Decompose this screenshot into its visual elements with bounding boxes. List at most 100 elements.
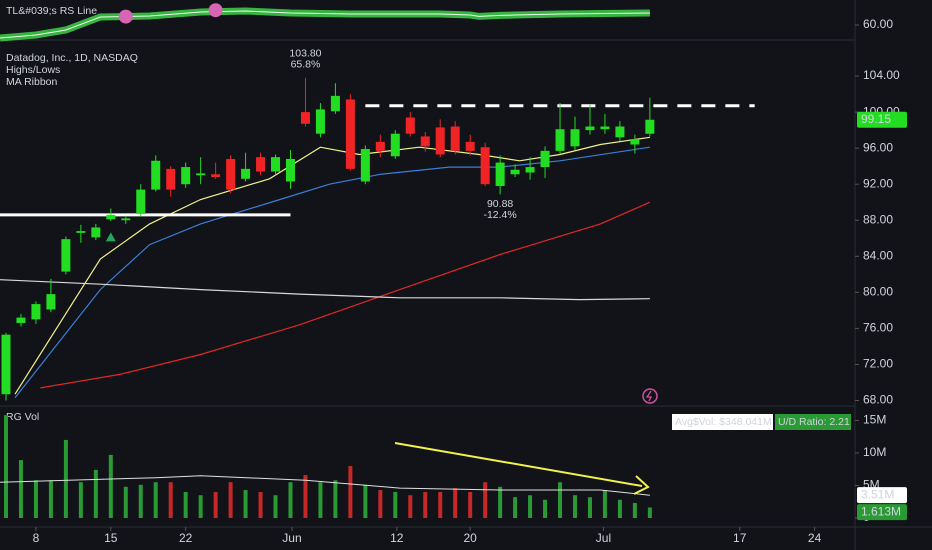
volume-bar [468,491,473,518]
volume-bar [647,507,652,518]
volume-bar [48,480,53,518]
volume-bar [3,415,8,518]
info-text: Avg$Vol: $348.041M [675,416,772,428]
volume-bar [273,495,278,518]
x-tick-label: 8 [33,531,40,545]
volume-bar [108,454,113,518]
last-price-label: 99.15 [861,112,891,126]
candle-body [46,294,56,310]
candle-body [435,127,445,155]
volume-bar [33,480,38,518]
volume-bar [93,469,98,518]
price-annotation: 90.88 [487,198,513,210]
rs-high-marker [208,3,223,18]
info-box [672,414,773,430]
volume-bar [198,495,203,518]
candle-body [480,147,490,185]
volume-bar [483,482,488,518]
x-tick-label: Jun [282,531,301,545]
volume-bar [153,482,158,518]
x-tick-label: 24 [808,531,822,545]
volume-bar [348,465,353,518]
volume-bar [423,491,428,518]
volume-bar [183,491,188,518]
moving-average [0,279,650,301]
volume-bar [438,491,443,518]
candle-body [600,126,610,130]
volume-bar [63,439,68,518]
trend-arrow [394,442,643,487]
candle-body [615,126,625,138]
volume-bar [168,482,173,518]
volume-bar [363,484,368,518]
volume-bar [318,482,323,518]
y-tick-label: 76.00 [863,321,893,335]
candle-body [136,189,146,214]
candle-body [585,126,595,131]
candle-body [1,334,11,395]
candle-body [375,141,385,151]
info-text: U/D Ratio: 2.21 [778,416,850,428]
volume-bar [303,475,308,518]
x-tick-label: 22 [179,531,193,545]
signal-marker [105,232,116,242]
volume-bar [528,495,533,518]
y-tick-label: 10M [863,445,886,459]
candle-body [106,214,116,220]
volume-bar [453,488,458,518]
candle-body [465,141,475,151]
volume-bar [602,490,607,518]
volume-bar [378,490,383,518]
change-annotation: 65.8% [291,59,321,71]
volume-label: 1.613M [861,504,901,518]
volume-bar [78,482,83,518]
candle-body [405,117,415,134]
trend-arrow-head [633,475,650,495]
rs-line [0,10,650,39]
candle-body [420,136,430,147]
volume-bar [617,499,622,518]
volume-bar [498,486,503,518]
moving-average [14,136,650,395]
volume-bar [408,495,413,518]
candle-body [345,99,355,169]
last-price-label-box [857,111,907,128]
volume-bar [513,497,518,518]
candle-body [196,173,206,176]
candle-body [211,174,221,177]
candle-body [570,129,580,147]
pane-title: RG Vol [6,411,39,423]
candle-body [645,119,655,134]
rs-high-marker [118,9,133,24]
moving-average [40,201,651,389]
event-icon[interactable] [642,388,658,404]
price-annotation: 103.80 [289,48,321,60]
candle-body [510,169,520,175]
volume-bar [393,491,398,518]
volume-bar [213,491,218,518]
volume-bar [558,482,563,518]
candle-body [630,139,640,145]
y-tick-label: 96.00 [863,140,893,154]
candle-body [390,133,400,157]
pane-title: TL&#039;s RS Line [6,5,97,17]
candle-body [31,304,41,320]
candle-body [91,227,101,238]
volume-bar [243,490,248,518]
y-tick-label: 88.00 [863,212,893,226]
candle-body [495,162,505,186]
candle-body [121,218,131,221]
average-volume-label: 3.51M [861,487,894,501]
candle-body [360,149,370,182]
x-tick-label: 15 [104,531,118,545]
volume-bar [572,495,577,518]
volume-bar [138,484,143,518]
candle-body [271,157,281,172]
candle-body [151,160,161,190]
volume-bar [123,486,128,518]
moving-average [14,146,650,399]
volume-bar [258,491,263,518]
y-tick-label: 84.00 [863,248,893,262]
